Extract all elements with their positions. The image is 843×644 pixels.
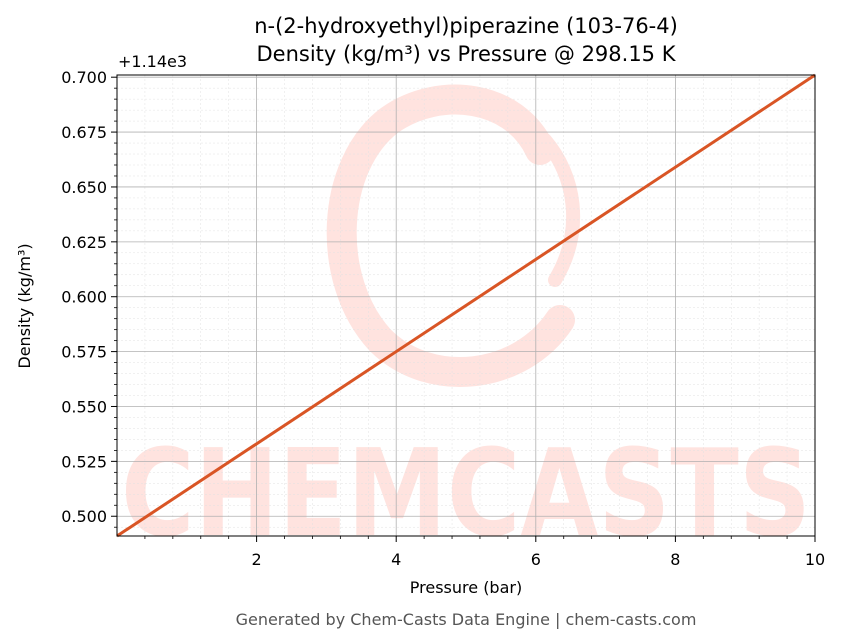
series-layer bbox=[116, 73, 816, 538]
y-tick-label: 0.650 bbox=[61, 178, 107, 197]
y-tick-label: 0.675 bbox=[61, 123, 107, 142]
y-tick-label: 0.625 bbox=[61, 233, 107, 252]
y-tick-label: 0.550 bbox=[61, 397, 107, 416]
chart-title: n-(2-hydroxyethyl)piperazine (103-76-4) bbox=[254, 14, 678, 38]
y-offset-label: +1.14e3 bbox=[118, 52, 187, 71]
y-tick-label: 0.500 bbox=[61, 507, 107, 526]
plot-frame bbox=[116, 74, 816, 537]
x-tick-label: 10 bbox=[805, 550, 825, 569]
x-tick-label: 4 bbox=[391, 550, 401, 569]
y-tick-label: 0.600 bbox=[61, 288, 107, 307]
watermark-logo bbox=[326, 84, 581, 387]
x-tick-label: 6 bbox=[531, 550, 541, 569]
x-tick-label: 8 bbox=[670, 550, 680, 569]
y-tick-label: 0.700 bbox=[61, 68, 107, 87]
ticks: 2 4 6 8 10 0.500 0.525 0.550 0.575 0.600 0.625 0.65… bbox=[61, 68, 825, 569]
footer-credit: Generated by Chem-Casts Data Engine | ch… bbox=[236, 610, 697, 629]
y-axis-label: Density (kg/m³) bbox=[15, 243, 34, 368]
x-tick-label: 2 bbox=[252, 550, 262, 569]
x-axis-label: Pressure (bar) bbox=[410, 578, 522, 597]
grid bbox=[117, 75, 816, 536]
series-line bbox=[116, 73, 816, 538]
y-tick-label: 0.525 bbox=[61, 452, 107, 471]
chart-subtitle: Density (kg/m³) vs Pressure @ 298.15 K bbox=[256, 42, 676, 66]
y-tick-label: 0.575 bbox=[61, 343, 107, 362]
